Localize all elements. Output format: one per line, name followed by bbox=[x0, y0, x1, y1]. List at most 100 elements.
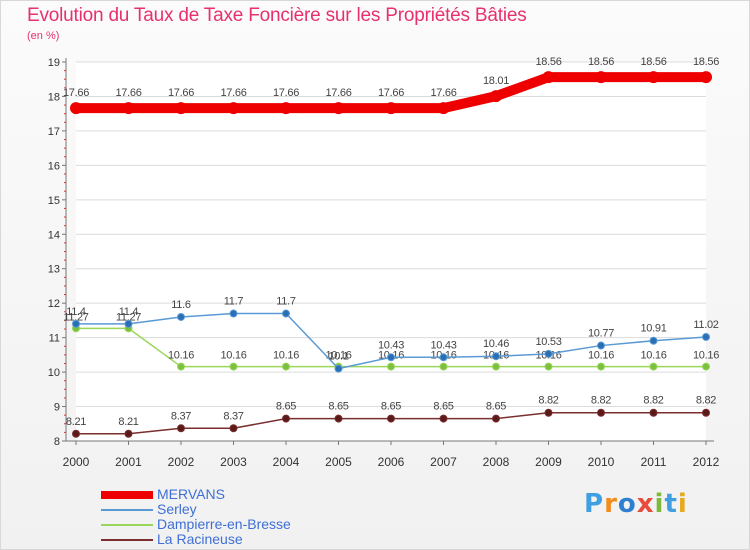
data-point bbox=[124, 319, 133, 328]
data-point bbox=[544, 362, 553, 371]
data-label: 17.66 bbox=[115, 87, 141, 99]
x-tick-label: 2000 bbox=[63, 455, 90, 469]
data-point bbox=[492, 414, 500, 423]
legend-swatch-la-racineuse bbox=[101, 539, 153, 541]
legend-item-la-racineuse: La Racineuse bbox=[101, 531, 361, 548]
data-point bbox=[72, 319, 80, 328]
y-tick-label: 14 bbox=[48, 229, 60, 241]
y-tick-label: 8 bbox=[54, 436, 60, 448]
logo-letter: o bbox=[617, 489, 637, 519]
data-point bbox=[702, 408, 710, 417]
data-label: 8.82 bbox=[538, 395, 558, 407]
x-tick-label: 2012 bbox=[693, 455, 720, 469]
chart-subtitle: (en %) bbox=[27, 30, 60, 42]
data-label: 17.66 bbox=[220, 87, 246, 99]
y-tick-label: 9 bbox=[54, 402, 60, 414]
data-label: 11.27 bbox=[63, 311, 88, 323]
data-point bbox=[387, 353, 395, 362]
data-point bbox=[332, 102, 345, 115]
y-tick-label: 18 bbox=[48, 91, 60, 103]
data-point bbox=[649, 336, 658, 345]
legend-swatch-serley bbox=[101, 509, 153, 511]
data-point bbox=[229, 309, 238, 318]
data-point bbox=[177, 362, 185, 371]
data-point bbox=[597, 341, 605, 350]
data-point bbox=[280, 102, 292, 115]
x-tick-label: 2004 bbox=[273, 455, 300, 469]
data-label: 8.82 bbox=[696, 395, 716, 407]
data-label: 17.66 bbox=[168, 87, 194, 99]
data-point bbox=[702, 332, 710, 341]
data-label: 11.7 bbox=[276, 296, 296, 308]
data-point bbox=[229, 424, 238, 433]
data-label: 8.21 bbox=[118, 416, 138, 428]
data-point bbox=[439, 414, 448, 423]
data-label: 8.65 bbox=[328, 401, 348, 413]
data-label: 17.66 bbox=[63, 87, 89, 99]
data-label: 17.66 bbox=[430, 87, 456, 99]
data-label: 11.02 bbox=[693, 319, 718, 331]
data-point bbox=[227, 102, 240, 115]
data-point bbox=[385, 102, 397, 115]
data-point bbox=[647, 71, 660, 84]
data-label: 10.16 bbox=[273, 350, 299, 362]
data-point bbox=[439, 353, 448, 362]
data-point bbox=[124, 429, 133, 438]
data-point bbox=[72, 429, 80, 438]
data-label: 10.16 bbox=[325, 350, 351, 362]
legend-swatch-dampierre bbox=[101, 524, 153, 526]
data-point bbox=[492, 362, 500, 371]
data-label: 18.01 bbox=[483, 75, 509, 87]
data-label: 8.82 bbox=[643, 395, 663, 407]
data-point bbox=[282, 309, 290, 318]
data-label: 10.16 bbox=[693, 350, 719, 362]
legend-label-mervans: MERVANS bbox=[157, 486, 225, 502]
data-point bbox=[544, 349, 553, 358]
data-point bbox=[597, 408, 605, 417]
data-label: 11.6 bbox=[171, 299, 191, 311]
legend-label-serley: Serley bbox=[157, 501, 197, 517]
data-label: 18.56 bbox=[640, 56, 666, 68]
data-label: 8.65 bbox=[381, 401, 401, 413]
logo-letter: i bbox=[677, 489, 688, 519]
data-point bbox=[700, 71, 712, 84]
logo-letter: t bbox=[664, 489, 678, 519]
data-point bbox=[387, 414, 395, 423]
data-point bbox=[177, 424, 185, 433]
legend-swatch-mervans bbox=[101, 491, 153, 499]
x-tick-label: 2008 bbox=[483, 455, 510, 469]
data-point bbox=[70, 102, 82, 115]
data-point bbox=[702, 362, 710, 371]
data-label: 8.65 bbox=[486, 401, 506, 413]
plot-area bbox=[76, 62, 706, 441]
logo-letter: i bbox=[654, 489, 665, 519]
y-tick-label: 16 bbox=[48, 160, 60, 172]
data-point bbox=[177, 312, 185, 321]
data-label: 10.43 bbox=[378, 339, 404, 351]
data-label: 18.56 bbox=[588, 56, 614, 68]
x-tick-label: 2010 bbox=[588, 455, 615, 469]
data-label: 10.46 bbox=[483, 338, 509, 350]
chart-title: Evolution du Taux de Taxe Foncière sur l… bbox=[27, 5, 527, 26]
data-label: 8.21 bbox=[66, 416, 86, 428]
x-tick-label: 2001 bbox=[115, 455, 142, 469]
data-label: 18.56 bbox=[693, 56, 719, 68]
data-label: 10.16 bbox=[588, 350, 614, 362]
y-tick-label: 12 bbox=[48, 298, 60, 310]
y-tick-label: 17 bbox=[48, 126, 60, 138]
x-tick-label: 2007 bbox=[430, 455, 457, 469]
x-tick-label: 2005 bbox=[325, 455, 352, 469]
data-point bbox=[597, 362, 605, 371]
data-label: 11.27 bbox=[116, 311, 141, 323]
data-point bbox=[649, 362, 658, 371]
data-label: 10.16 bbox=[640, 350, 666, 362]
y-tick-label: 11 bbox=[49, 333, 60, 345]
data-label: 11.4 bbox=[119, 306, 139, 318]
y-tick-label: 10 bbox=[48, 367, 60, 379]
legend-item-serley: Serley bbox=[101, 501, 361, 518]
data-label: 11.7 bbox=[224, 296, 244, 308]
data-point bbox=[122, 102, 135, 115]
data-point bbox=[595, 71, 607, 84]
